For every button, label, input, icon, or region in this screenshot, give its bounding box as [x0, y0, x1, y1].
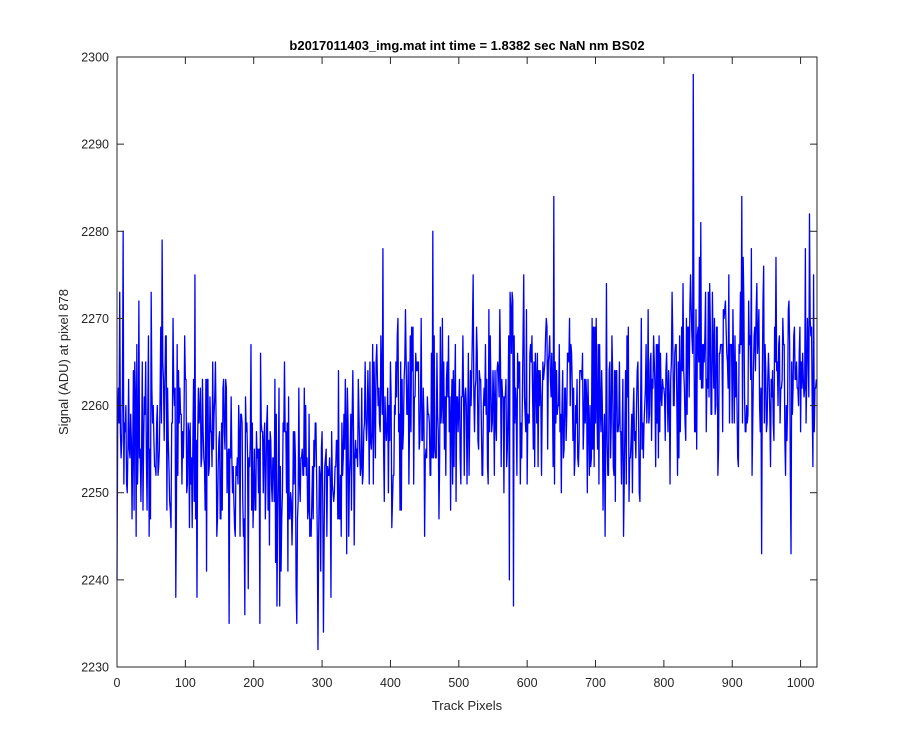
x-tick-label: 500: [448, 676, 469, 690]
y-tick-label: 2300: [81, 51, 109, 65]
x-tick-label: 1000: [787, 676, 815, 690]
x-tick-label: 900: [722, 676, 743, 690]
x-tick-label: 800: [653, 676, 674, 690]
x-axis-label: Track Pixels: [432, 698, 503, 713]
x-tick-label: 400: [380, 676, 401, 690]
y-tick-label: 2270: [81, 312, 109, 326]
x-tick-label: 0: [114, 676, 121, 690]
data-series-line: [116, 73, 817, 651]
y-tick-label: 2290: [81, 138, 109, 152]
y-axis-label: Signal (ADU) at pixel 878: [56, 289, 71, 435]
x-tick-label: 600: [517, 676, 538, 690]
y-tick-label: 2230: [81, 661, 109, 675]
y-tick-label: 2260: [81, 399, 109, 413]
y-tick-label: 2250: [81, 486, 109, 500]
axes-box: [116, 56, 818, 668]
x-tick-label: 100: [175, 676, 196, 690]
x-tick-label: 200: [243, 676, 264, 690]
x-tick-label: 300: [312, 676, 333, 690]
y-tick-label: 2280: [81, 225, 109, 239]
data-line-layer: [116, 73, 817, 651]
axes: 0 100 200 300 400 500 600 700 800 900 1000 2230 2240…: [81, 51, 818, 690]
x-tick-label: 700: [585, 676, 606, 690]
y-tick-label: 2240: [81, 573, 109, 587]
chart-title: b2017011403_img.mat int time = 1.8382 se…: [289, 38, 644, 53]
